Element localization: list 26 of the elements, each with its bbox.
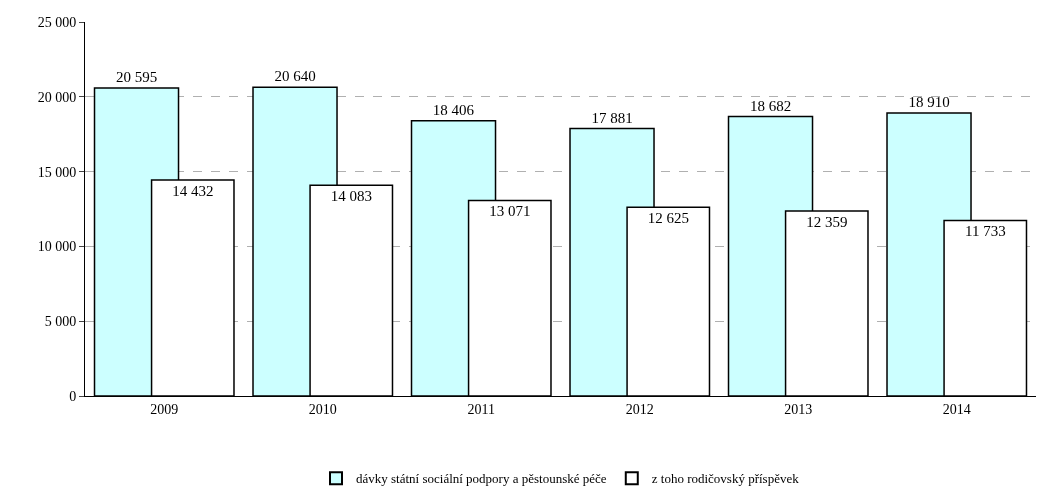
- x-tick-label: 2010: [308, 401, 337, 417]
- data-label: 18 682: [749, 97, 792, 114]
- data-label: 12 625: [647, 210, 689, 227]
- data-label: 11 733: [964, 223, 1006, 240]
- x-tick-label: 2014: [942, 401, 971, 417]
- x-tick-label: 2011: [467, 401, 495, 417]
- y-tick-label: 20 000: [37, 89, 77, 105]
- data-label: 17 881: [591, 109, 633, 126]
- legend-label: dávky státní sociální podpory a pěstounské péče: [356, 471, 607, 487]
- legend-label: z toho rodičovský příspěvek: [651, 471, 800, 487]
- y-tick-label: 5 000: [44, 314, 77, 330]
- data-label: 13 071: [489, 203, 531, 220]
- y-tick-label: 25 000: [37, 14, 77, 30]
- data-label: 14 083: [330, 188, 372, 205]
- data-label: 20 640: [274, 68, 316, 85]
- y-tick-label: 15 000: [37, 164, 77, 180]
- data-label: 18 910: [908, 94, 950, 111]
- data-label: 20 595: [115, 68, 158, 85]
- y-tick-label: 0: [69, 388, 77, 404]
- x-tick-label: 2012: [625, 401, 654, 417]
- x-tick-label: 2009: [150, 401, 179, 417]
- x-tick-label: 2013: [784, 401, 813, 417]
- data-label: 18 406: [432, 101, 475, 118]
- data-label: 14 432: [172, 183, 214, 200]
- data-label: 12 359: [806, 214, 848, 231]
- y-tick-label: 10 000: [37, 239, 77, 255]
